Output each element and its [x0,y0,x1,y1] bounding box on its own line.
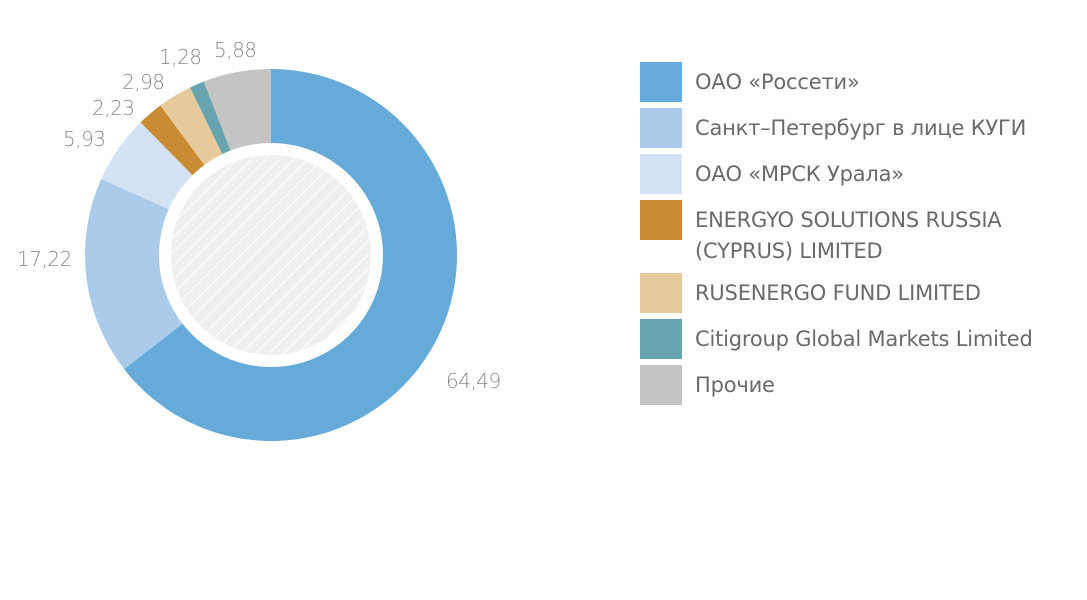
slice-label-other: 5,88 [214,38,257,62]
legend-swatch [640,365,682,405]
legend-label: ОАО «Россети» [695,70,860,94]
legend-item-mrsk-urala: ОАО «МРСК Урала» [640,154,1085,194]
legend-label: Санкт–Петербург в лице КУГИ [695,116,1027,140]
slice-label-energyo: 2,23 [92,96,135,120]
donut-slices [85,69,458,442]
legend-item-citigroup: Citigroup Global Markets Limited [640,319,1085,359]
donut-center-hatch [171,155,371,355]
legend-label: ENERGYO SOLUTIONS RUSSIA (CYPRUS) LIMITE… [695,208,1002,263]
slice-label-mrsk-urala: 5,93 [63,127,106,151]
slice-rusenergo [160,87,228,175]
slice-label-rusenergo: 2,98 [122,70,165,94]
legend-swatch [640,273,682,313]
legend-swatch [640,62,682,102]
slice-energyo [140,105,212,184]
legend-label: ОАО «МРСК Урала» [695,162,904,186]
legend-item-spb-kugi: Санкт–Петербург в лице КУГИ [640,108,1085,148]
slice-rosseti [124,69,458,442]
legend-swatch [640,108,682,148]
slice-citigroup [190,81,235,165]
slice-other [203,69,271,162]
slice-label-citigroup: 1,28 [159,45,202,69]
slice-labels: 64,49 17,22 5,93 2,23 2,98 1,28 5,88 [17,38,501,393]
legend-label: Citigroup Global Markets Limited [695,327,1033,351]
legend-item-rosseti: ОАО «Россети» [640,62,1085,102]
legend-item-other: Прочие [640,365,1085,405]
legend-label: RUSENERGO FUND LIMITED [695,281,981,305]
legend: ОАО «Россети» Санкт–Петербург в лице КУГ… [640,62,1085,411]
slice-label-spb-kugi: 17,22 [17,247,72,271]
legend-item-energyo: ENERGYO SOLUTIONS RUSSIA (CYPRUS) LIMITE… [640,200,1085,267]
slice-mrsk-urala [101,122,201,215]
slice-label-rosseti: 64,49 [446,369,501,393]
legend-swatch [640,154,682,194]
legend-swatch [640,200,682,240]
donut-chart: 64,49 17,22 5,93 2,23 2,98 1,28 5,88 [17,38,501,442]
legend-swatch [640,319,682,359]
legend-item-rusenergo: RUSENERGO FUND LIMITED [640,273,1085,313]
legend-label: Прочие [695,373,775,397]
